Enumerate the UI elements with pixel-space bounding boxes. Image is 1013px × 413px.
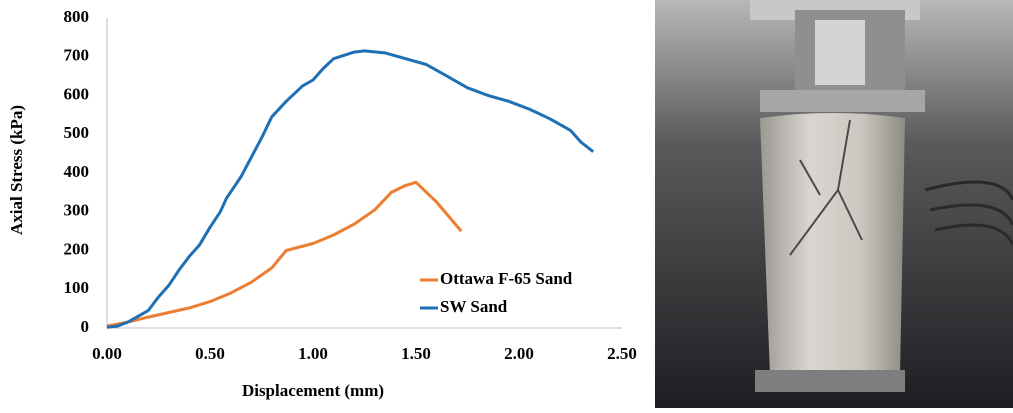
cables bbox=[924, 180, 1013, 246]
x-tick-label: 1.00 bbox=[298, 344, 328, 363]
sand-specimen bbox=[760, 113, 905, 382]
y-tick-label: 0 bbox=[81, 317, 90, 336]
series-line bbox=[106, 180, 463, 328]
legend-label: SW Sand bbox=[440, 297, 508, 316]
y-tick-label: 400 bbox=[64, 162, 90, 181]
y-tick-label: 500 bbox=[64, 123, 90, 142]
specimen-photo bbox=[655, 0, 1013, 408]
top-platen bbox=[760, 90, 925, 112]
y-tick-label: 600 bbox=[64, 84, 90, 103]
load-cell-highlight bbox=[815, 20, 865, 85]
y-tick-label: 200 bbox=[64, 239, 90, 258]
bottom-platen bbox=[755, 370, 905, 392]
x-tick-label: 0.50 bbox=[195, 344, 225, 363]
crack bbox=[789, 119, 863, 256]
y-tick-label: 800 bbox=[64, 7, 90, 26]
x-tick-label: 2.50 bbox=[607, 344, 637, 363]
legend-label: Ottawa F-65 Sand bbox=[440, 269, 573, 288]
x-tick-label: 0.00 bbox=[92, 344, 122, 363]
series-line bbox=[106, 49, 595, 329]
y-tick-label: 100 bbox=[64, 278, 90, 297]
y-tick-label: 300 bbox=[64, 201, 90, 220]
y-axis-title: Axial Stress (kPa) bbox=[7, 105, 26, 235]
x-axis-title: Displacement (mm) bbox=[242, 381, 384, 400]
y-tick-label: 700 bbox=[64, 46, 90, 65]
x-tick-label: 1.50 bbox=[401, 344, 431, 363]
x-tick-label: 2.00 bbox=[504, 344, 534, 363]
